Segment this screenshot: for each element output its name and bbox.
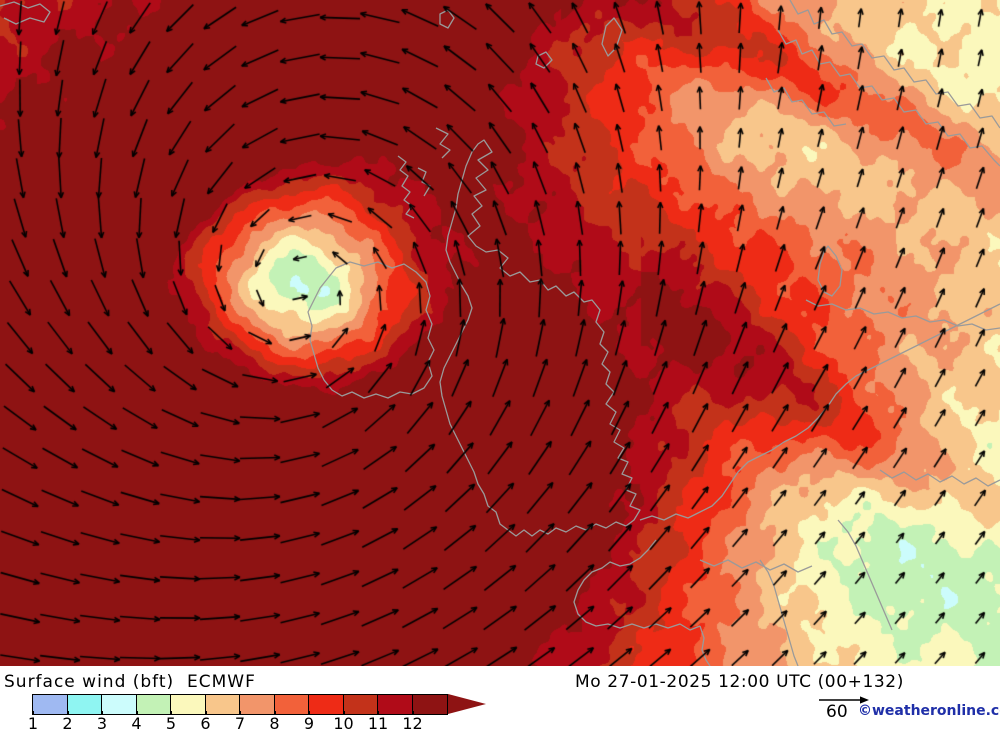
- legend-tickmark-12: [412, 711, 414, 715]
- legend-tick-7: 7: [234, 714, 246, 733]
- legend-cell-1[interactable]: [33, 695, 68, 714]
- legend-cell-10[interactable]: [343, 695, 378, 714]
- copyright-label: ©weatheronline.co.uk: [858, 703, 1000, 719]
- legend-tick-5: 5: [165, 714, 177, 733]
- map-area[interactable]: [0, 0, 1000, 666]
- reference-arrow-icon: [819, 696, 869, 704]
- legend-tick-8: 8: [269, 714, 280, 733]
- legend-tickmark-9: [309, 711, 310, 715]
- legend-tick-2: 2: [62, 714, 73, 733]
- legend-tickmark-3: [102, 711, 103, 715]
- reference-vector: 60 ©weatheronline.co.uk: [818, 694, 1000, 734]
- legend-cell-9[interactable]: [309, 695, 344, 714]
- legend-tickmark-10: [343, 711, 345, 715]
- page-title: Surface wind (bft) ECMWF: [4, 672, 256, 692]
- legend-tickmark-8: [274, 711, 276, 715]
- legend-tickmark-4: [136, 711, 138, 715]
- forecast-datetime: Mo 27-01-2025 12:00 UTC (00+132): [575, 672, 904, 692]
- legend-tick-10: 10: [333, 714, 354, 733]
- legend-cell-8[interactable]: [274, 695, 309, 714]
- legend-tick-4: 4: [131, 714, 142, 733]
- legend-cell-12[interactable]: [412, 695, 447, 714]
- legend-tickmark-2: [67, 711, 69, 715]
- legend-tick-11: 11: [367, 714, 389, 733]
- legend-overflow-arrow-icon: [448, 694, 486, 714]
- wind-direction-arrow-layer: [0, 0, 1000, 666]
- legend-cell-2[interactable]: [67, 695, 102, 714]
- legend-tick-6: 6: [200, 714, 211, 733]
- legend-cell-3[interactable]: [102, 695, 137, 714]
- legend-tickmark-5: [171, 711, 172, 715]
- reference-speed-label: 60: [826, 702, 848, 722]
- legend-tick-9: 9: [303, 714, 315, 733]
- legend-tick-1: 1: [27, 714, 39, 733]
- legend-tickmark-7: [240, 711, 241, 715]
- legend-cell-11[interactable]: [378, 695, 413, 714]
- legend-tick-3: 3: [96, 714, 108, 733]
- legend-cell-6[interactable]: [205, 695, 240, 714]
- legend-tickmark-1: [33, 711, 34, 715]
- legend-tickmark-11: [378, 711, 379, 715]
- footer-bar: Surface wind (bft) ECMWF Mo 27-01-2025 1…: [0, 666, 1000, 733]
- legend-cell-4[interactable]: [136, 695, 171, 714]
- legend-tick-12: 12: [402, 714, 423, 733]
- legend-cell-7[interactable]: [240, 695, 275, 714]
- legend-tickmark-6: [205, 711, 207, 715]
- legend-cell-5[interactable]: [171, 695, 206, 714]
- legend-tick-labels: 1 2 3 4 5 6 7 8 9 10 11 12: [28, 711, 482, 734]
- legend[interactable]: 1 2 3 4 5 6 7 8 9 10 11 12: [28, 694, 486, 733]
